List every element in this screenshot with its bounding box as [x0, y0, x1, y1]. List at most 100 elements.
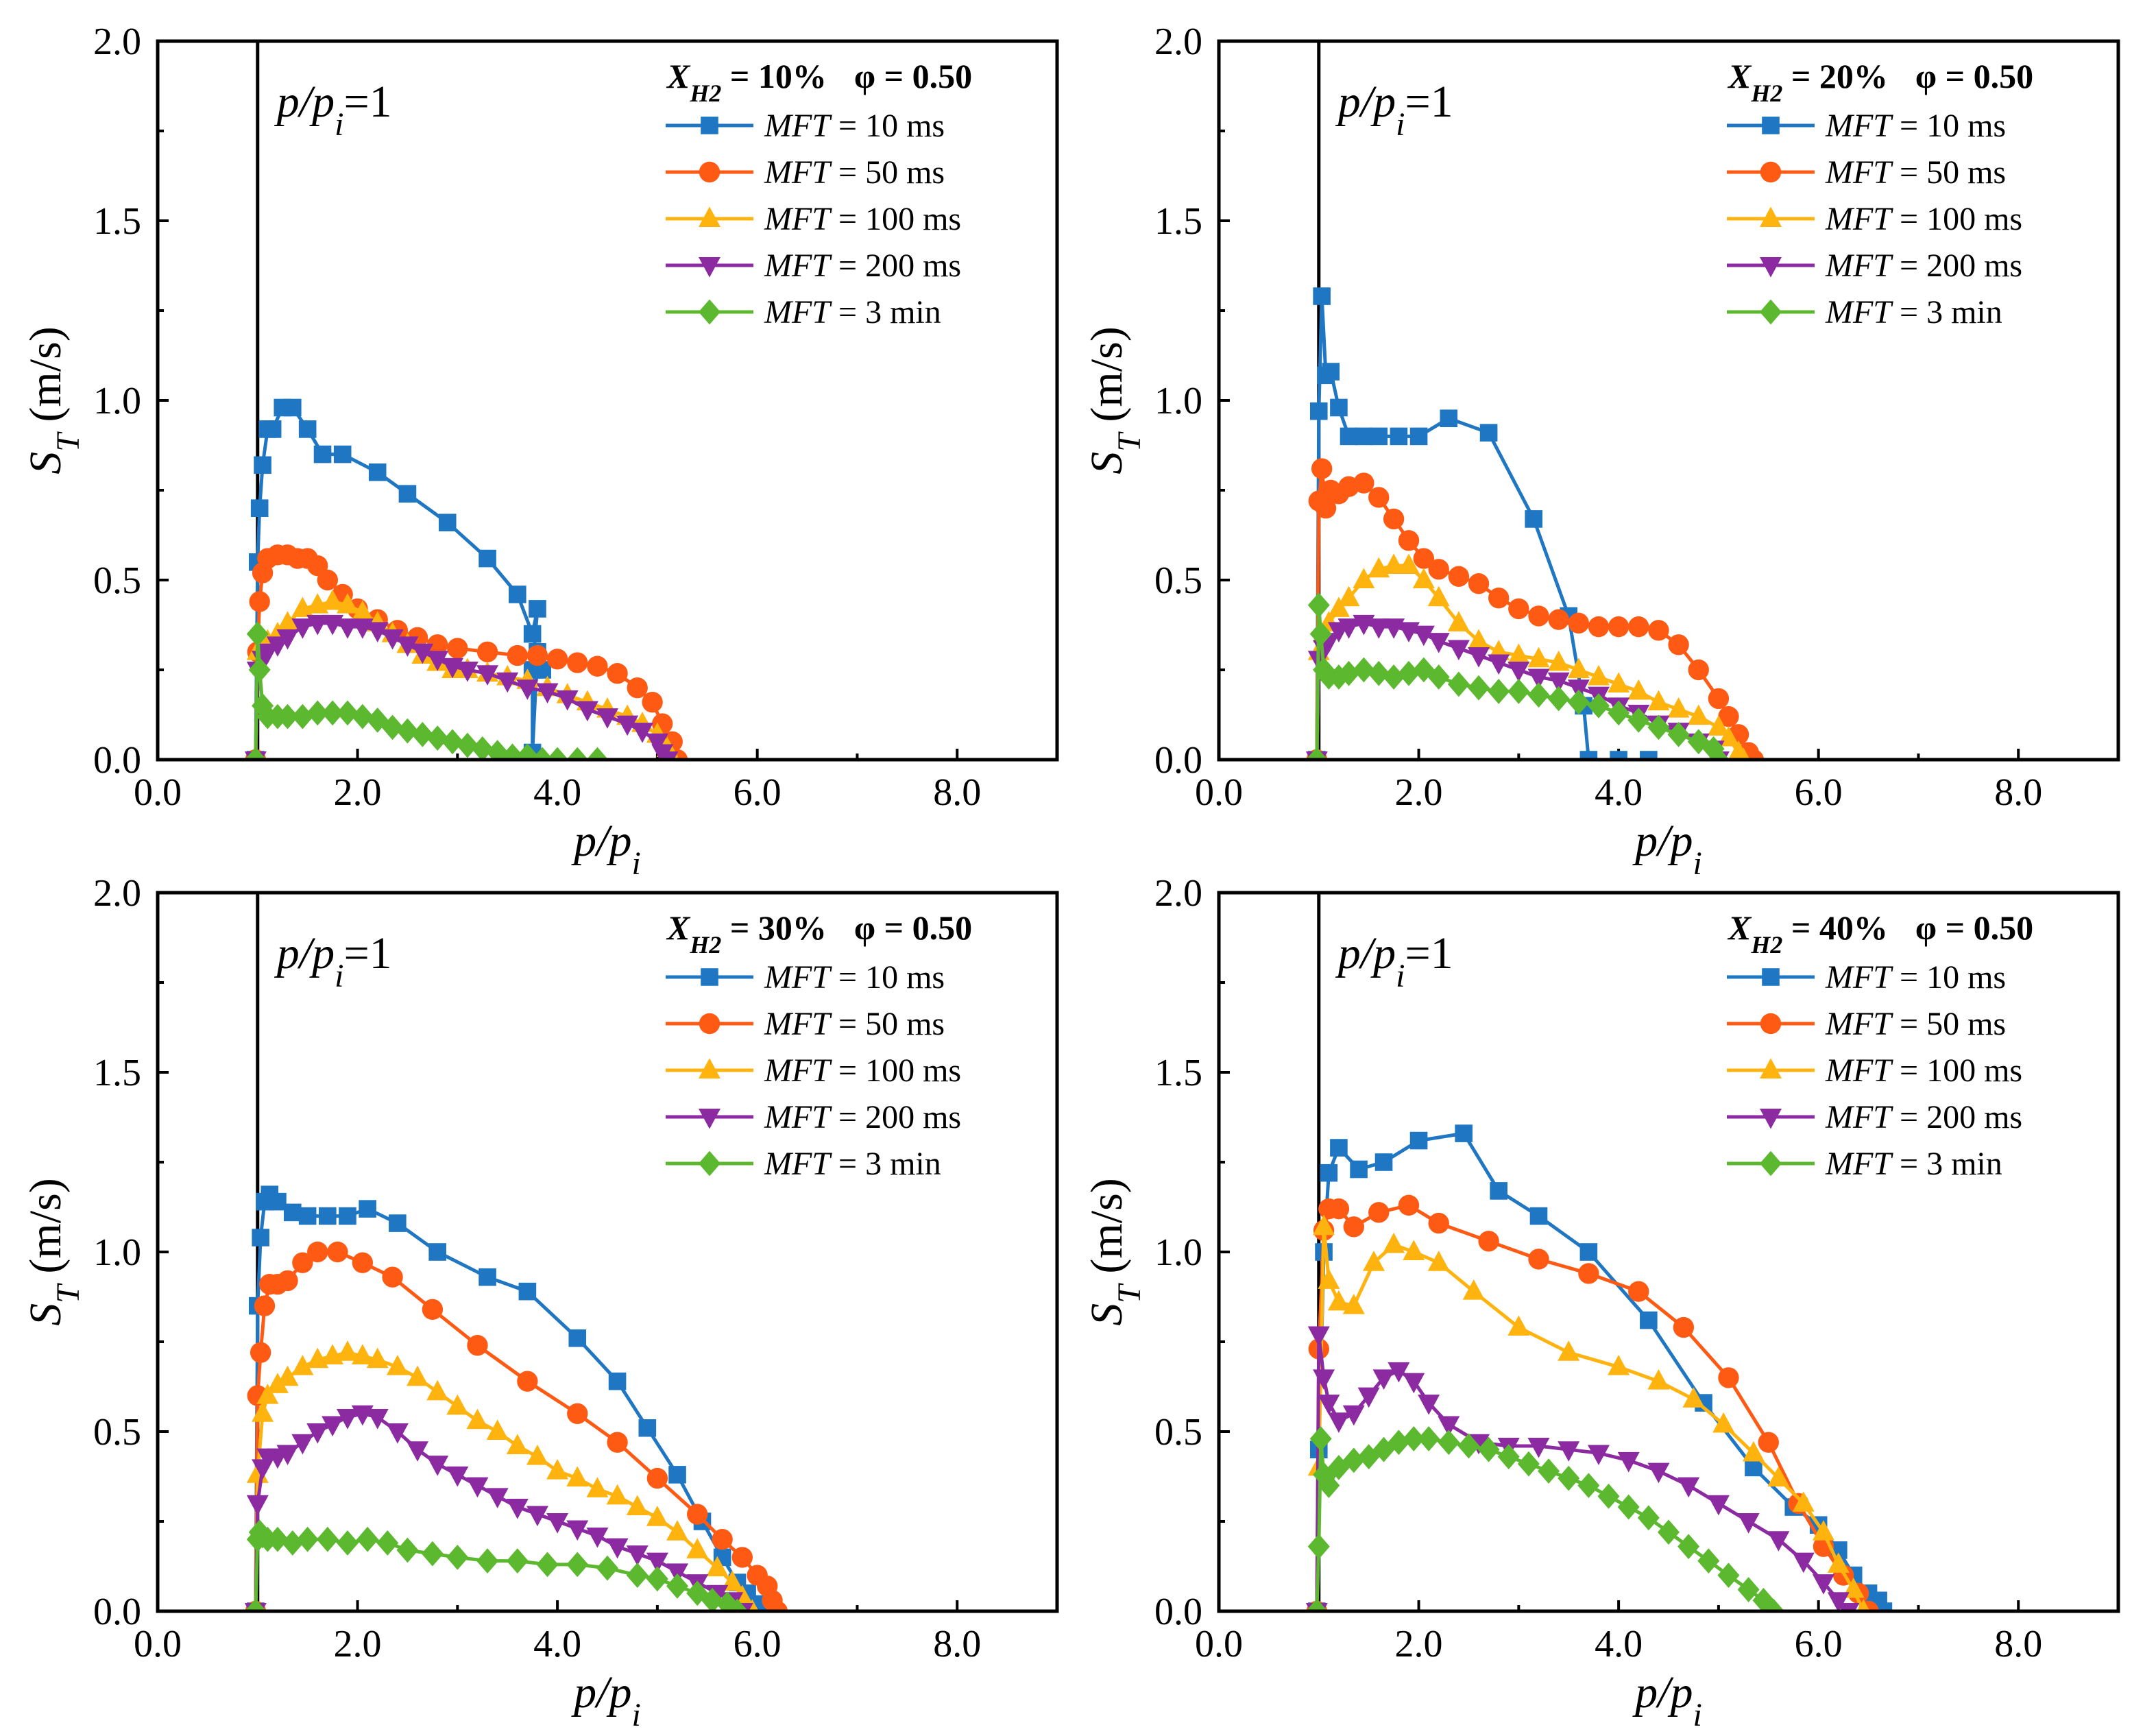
- data-point: [496, 672, 519, 693]
- data-point: [1468, 647, 1490, 668]
- data-point: [438, 514, 457, 531]
- data-point: [1479, 424, 1498, 442]
- legend-label: MFT = 100 ms: [1825, 201, 2022, 237]
- legend-label-rest: = 3 min: [1891, 294, 2002, 330]
- data-point: [596, 708, 618, 729]
- x-tick-label: 4.0: [1595, 1623, 1643, 1665]
- data-point: [1490, 1182, 1507, 1200]
- data-point: [506, 1548, 529, 1574]
- data-point: [1758, 1432, 1779, 1453]
- data-point: [646, 733, 668, 754]
- data-point: [1370, 427, 1388, 446]
- x-axis-ticks: 0.0 2.0 4.0 6.0 8.0: [1195, 1600, 2120, 1665]
- data-point: [381, 629, 404, 650]
- data-point: [1438, 1430, 1460, 1456]
- legend-item: MFT = 10 ms: [1727, 108, 2006, 144]
- data-point: [1305, 1598, 1328, 1611]
- data-point: [446, 1545, 469, 1570]
- data-point: [1368, 618, 1390, 639]
- reference-line-label: p/pi=1: [274, 77, 392, 143]
- x-tick-label: 6.0: [734, 771, 782, 814]
- reference-label-sub: i: [1396, 106, 1405, 143]
- data-point: [1468, 675, 1490, 701]
- y-axis-label-unit: (m/s): [21, 326, 71, 433]
- data-point: [1874, 1602, 1893, 1611]
- legend-title-value: = 30%: [721, 908, 827, 947]
- legend-label-italic: MFT: [764, 201, 832, 237]
- legend-swatch-marker: [1762, 117, 1780, 134]
- legend-label: MFT = 200 ms: [764, 248, 961, 284]
- legend-label-rest: = 50 ms: [1891, 154, 2006, 191]
- legend-swatch-marker: [701, 117, 718, 134]
- legend-swatch-marker: [699, 206, 720, 227]
- data-point: [351, 703, 374, 730]
- legend-title-sym: X: [666, 908, 691, 947]
- data-point: [1567, 658, 1590, 678]
- data-point: [1309, 621, 1332, 647]
- data-point: [1827, 1592, 1850, 1611]
- data-point: [456, 732, 479, 758]
- legend-title: XH2 = 40% φ = 0.50: [1727, 908, 2033, 959]
- data-point: [1307, 592, 1330, 618]
- legend-swatch-marker: [701, 968, 718, 986]
- x-tick-label: 2.0: [1395, 771, 1443, 814]
- data-point: [1558, 1441, 1580, 1462]
- legend-item: MFT = 10 ms: [666, 959, 945, 996]
- data-point: [1350, 1160, 1368, 1179]
- reference-label-tail: =1: [343, 928, 391, 978]
- data-point: [479, 549, 496, 568]
- data-point: [1577, 1473, 1600, 1498]
- legend-swatch-marker: [1760, 161, 1782, 183]
- legend-label-italic: MFT: [764, 959, 832, 996]
- legend-label: MFT = 200 ms: [1825, 1099, 2022, 1135]
- data-point: [368, 463, 387, 481]
- data-point: [706, 1556, 729, 1577]
- x-tick-label: 8.0: [933, 771, 981, 814]
- legend-swatch-marker: [1760, 1058, 1782, 1078]
- data-point: [626, 1495, 649, 1516]
- x-tick-label: 2.0: [334, 771, 382, 814]
- data-point: [616, 715, 639, 736]
- data-point: [1353, 568, 1375, 588]
- legend-title-sub: H2: [1750, 931, 1782, 959]
- x-tick-label: 2.0: [1395, 1623, 1443, 1665]
- data-point: [1688, 659, 1709, 681]
- data-point: [1488, 654, 1510, 675]
- data-point: [276, 611, 299, 631]
- data-point: [1707, 747, 1730, 760]
- x-axis-label: p/pi: [571, 816, 641, 882]
- data-point: [396, 718, 419, 744]
- legend-label-italic: MFT: [1825, 1146, 1893, 1182]
- data-point: [266, 1373, 289, 1393]
- data-point: [1327, 1412, 1350, 1433]
- data-point: [1647, 1369, 1670, 1390]
- legend-label-italic: MFT: [1825, 154, 1893, 191]
- data-point: [1409, 427, 1428, 446]
- reference-label-tail: =1: [1405, 928, 1453, 978]
- legend-item: MFT = 50 ms: [666, 1006, 945, 1042]
- legend-label: MFT = 3 min: [764, 1146, 941, 1182]
- series-mft3min: [1305, 592, 1730, 760]
- legend-swatch-marker: [699, 1013, 720, 1035]
- data-point: [1792, 1552, 1815, 1574]
- legend-item: MFT = 100 ms: [666, 201, 961, 237]
- data-point: [726, 1598, 749, 1611]
- data-point: [322, 700, 344, 726]
- data-point: [1507, 679, 1530, 704]
- data-point: [1362, 1251, 1385, 1271]
- data-point: [1428, 1212, 1449, 1234]
- data-point: [389, 1214, 407, 1232]
- data-point: [336, 1530, 359, 1556]
- data-point: [248, 657, 271, 683]
- data-point: [1558, 1340, 1580, 1361]
- data-point: [546, 649, 568, 670]
- data-point: [246, 1495, 269, 1516]
- data-point: [1383, 664, 1405, 690]
- legend-title-value: = 10%: [721, 57, 827, 95]
- x-tick-label: 8.0: [1994, 1623, 2042, 1665]
- data-point: [631, 723, 654, 743]
- data-point: [376, 1530, 399, 1556]
- data-point: [1403, 1426, 1425, 1451]
- legend-title: XH2 = 20% φ = 0.50: [1727, 57, 2033, 107]
- data-point: [608, 1372, 627, 1390]
